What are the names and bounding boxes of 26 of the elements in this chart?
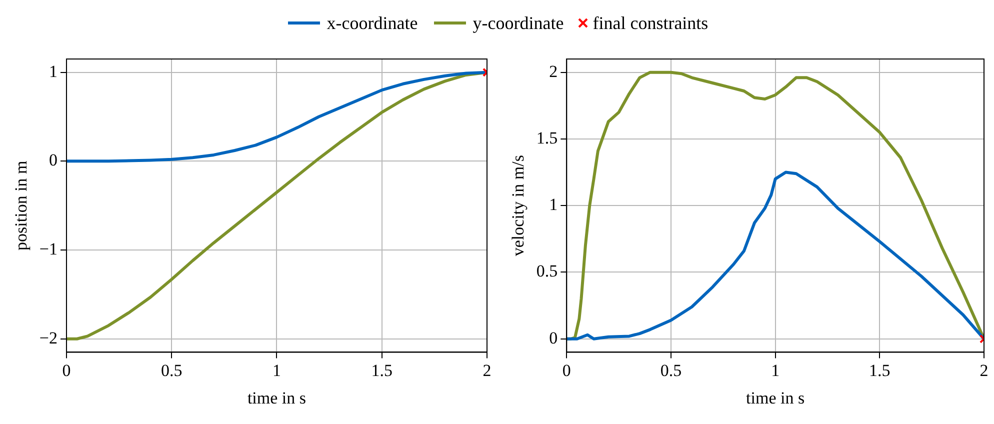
legend-label: y-coordinate: [472, 12, 564, 34]
x-tick-label: 1.5: [869, 360, 890, 380]
x-tick-label: 0: [562, 360, 571, 380]
legend-label: x-coordinate: [326, 12, 418, 34]
y-tick-label: −1: [39, 239, 58, 258]
y-axis-title: velocity in m/s: [508, 155, 528, 256]
x-tick-label: 2: [980, 360, 988, 380]
x-tick-label: 0.5: [160, 360, 182, 380]
y-tick-label: 1.5: [536, 128, 558, 148]
y-tick-label: 0: [549, 328, 558, 348]
x-tick-label: 1: [771, 360, 780, 380]
x-tick-label: 1.5: [371, 360, 392, 380]
y-tick-label: 2: [549, 62, 558, 81]
legend-label: final constraints: [592, 12, 708, 34]
y-tick-label: 0.5: [536, 262, 558, 281]
y-tick-label: −2: [39, 328, 58, 348]
x-axis-title: time in s: [247, 388, 306, 408]
y-axis-title: position in m: [12, 160, 31, 250]
x-tick-label: 0: [62, 360, 71, 380]
x-tick-label: 1: [272, 360, 281, 380]
y-tick-label: 1: [48, 62, 58, 81]
y-tick-label: 1: [549, 195, 558, 214]
y-tick-label: 0: [48, 150, 58, 170]
x-tick-label: 2: [482, 360, 492, 380]
x-axis-title: time in s: [746, 388, 805, 408]
x-tick-label: 0.5: [660, 360, 682, 380]
